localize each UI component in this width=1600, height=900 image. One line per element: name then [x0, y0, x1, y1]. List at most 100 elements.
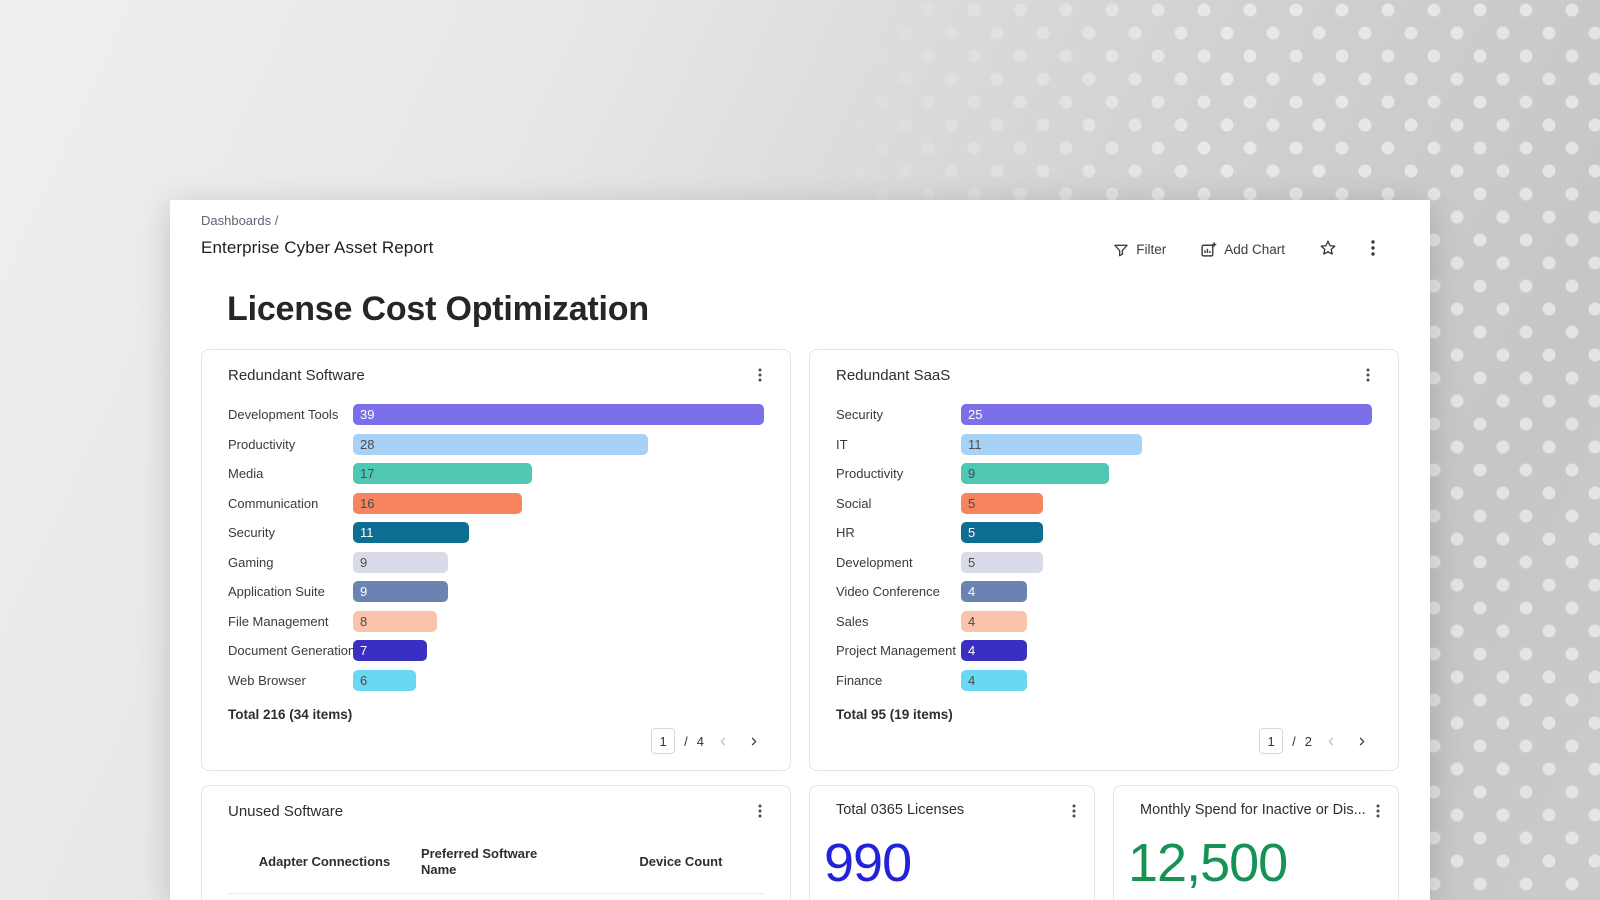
bar-value-label: 4	[968, 643, 976, 659]
report-title: Enterprise Cyber Asset Report	[201, 238, 434, 257]
bar[interactable]: 28	[353, 433, 649, 455]
bar-value-label: 17	[360, 466, 375, 482]
bar[interactable]: 4	[961, 640, 1027, 662]
dashboard-panel: Dashboards / Enterprise Cyber Asset Repo…	[170, 200, 1430, 900]
category-label: Document Generation	[228, 643, 353, 659]
bar-value-label: 4	[968, 672, 976, 688]
card-title: Redundant Software	[228, 366, 365, 384]
category-label: Productivity	[228, 436, 296, 452]
bar-value-label: 25	[968, 407, 983, 423]
bar[interactable]: 9	[353, 551, 448, 573]
kpi-title: Monthly Spend for Inactive or Dis...	[1140, 802, 1366, 818]
bar[interactable]: 6	[353, 669, 417, 691]
chart-row: Development Tools 39	[228, 400, 764, 430]
chart-row: Development 5	[836, 548, 1372, 578]
card-menu-button[interactable]	[1364, 366, 1372, 384]
panel-header: Dashboards / Enterprise Cyber Asset Repo…	[201, 200, 1399, 260]
page-count: 2	[1304, 733, 1312, 749]
category-label: HR	[836, 525, 855, 541]
kebab-icon	[1376, 804, 1380, 821]
card-menu-button[interactable]	[1374, 802, 1382, 820]
bar-value-label: 9	[968, 466, 976, 482]
bar[interactable]: 39	[353, 404, 764, 426]
filter-icon	[1113, 242, 1129, 258]
filter-button[interactable]: Filter	[1113, 242, 1166, 258]
bar-chart: Security 25 IT 11 Productivity 9 Social 5 HR 5 Dev…	[836, 400, 1372, 695]
bar[interactable]: 17	[353, 463, 533, 485]
bar[interactable]: 9	[961, 463, 1109, 485]
kebab-icon	[1072, 804, 1076, 821]
bar-value-label: 7	[360, 643, 368, 659]
bar[interactable]: 25	[961, 404, 1372, 426]
favorite-star-button[interactable]	[1319, 239, 1337, 260]
chart-card-redundant-software: Redundant Software Development Tools 39 Pr…	[201, 349, 791, 771]
bar[interactable]: 5	[961, 492, 1044, 514]
category-label: Sales	[836, 613, 869, 629]
breadcrumb[interactable]: Dashboards /	[201, 213, 279, 228]
bar-value-label: 4	[968, 584, 976, 600]
page-number[interactable]: 1	[651, 728, 676, 754]
star-icon	[1319, 239, 1337, 260]
category-label: Security	[228, 525, 275, 541]
bar[interactable]: 5	[961, 522, 1044, 544]
category-label: Security	[836, 407, 883, 423]
category-label: Productivity	[836, 466, 904, 482]
category-label: Gaming	[228, 554, 274, 570]
chart-row: Security 25	[836, 400, 1372, 430]
card-menu-button[interactable]	[756, 366, 764, 384]
bar-value-label: 5	[968, 495, 976, 511]
bar[interactable]: 4	[961, 581, 1027, 603]
bar[interactable]: 16	[353, 492, 522, 514]
card-title: Unused Software	[228, 802, 344, 820]
bar[interactable]: 11	[353, 522, 469, 544]
add-chart-button[interactable]: Add Chart	[1200, 241, 1285, 258]
add-chart-icon	[1200, 241, 1217, 258]
kebab-icon	[758, 368, 762, 385]
page-count: 4	[696, 733, 704, 749]
bar[interactable]: 8	[353, 610, 438, 632]
bar[interactable]: 4	[961, 669, 1027, 691]
card-menu-button[interactable]	[756, 802, 764, 820]
category-label: Media	[228, 466, 264, 482]
bar[interactable]: 5	[961, 551, 1044, 573]
next-page-button[interactable]	[743, 733, 764, 750]
chart-total: Total 95 (19 items)	[836, 707, 953, 722]
page-menu-button[interactable]	[1371, 240, 1375, 259]
chart-card-redundant-saas: Redundant SaaS Security 25 IT 11 Productivit…	[809, 349, 1399, 771]
category-label: Social	[836, 495, 872, 511]
chart-row: File Management 8	[228, 607, 764, 637]
bar[interactable]: 9	[353, 581, 448, 603]
chevron-right-icon	[1355, 736, 1368, 751]
kebab-icon	[1366, 368, 1370, 385]
prev-page-button[interactable]	[713, 733, 734, 750]
category-label: Development Tools	[228, 407, 339, 423]
page-number[interactable]: 1	[1259, 728, 1284, 754]
bar[interactable]: 7	[353, 640, 427, 662]
chart-row: Productivity 28	[228, 430, 764, 460]
category-label: Video Conference	[836, 584, 940, 600]
chevron-left-icon	[717, 736, 730, 751]
card-menu-button[interactable]	[1070, 802, 1078, 820]
category-label: Development	[836, 554, 913, 570]
chart-row: Document Generation 7	[228, 636, 764, 666]
bar[interactable]: 4	[961, 610, 1027, 632]
chart-row: Security 11	[228, 518, 764, 548]
next-page-button[interactable]	[1351, 733, 1372, 750]
bar-value-label: 6	[360, 672, 368, 688]
kebab-icon	[758, 804, 762, 821]
card-title: Redundant SaaS	[836, 366, 951, 384]
chart-row: HR 5	[836, 518, 1372, 548]
chart-row: IT 11	[836, 430, 1372, 460]
column-header-device-count: Device Count	[639, 854, 723, 870]
prev-page-button[interactable]	[1321, 733, 1342, 750]
toolbar: Filter Add Chart	[1113, 239, 1375, 260]
bar[interactable]: 11	[961, 433, 1142, 455]
page-title: License Cost Optimization	[227, 290, 649, 328]
chart-row: Sales 4	[836, 607, 1372, 637]
column-header-preferred-software-name: Preferred Software Name	[420, 846, 538, 878]
kpi-value: 990	[824, 833, 912, 893]
kpi-card-total-licenses: Total 0365 Licenses 990	[809, 785, 1095, 900]
bar-value-label: 11	[360, 525, 374, 541]
category-label: Application Suite	[228, 584, 325, 600]
header-titles: Dashboards / Enterprise Cyber Asset Repo…	[201, 213, 434, 258]
